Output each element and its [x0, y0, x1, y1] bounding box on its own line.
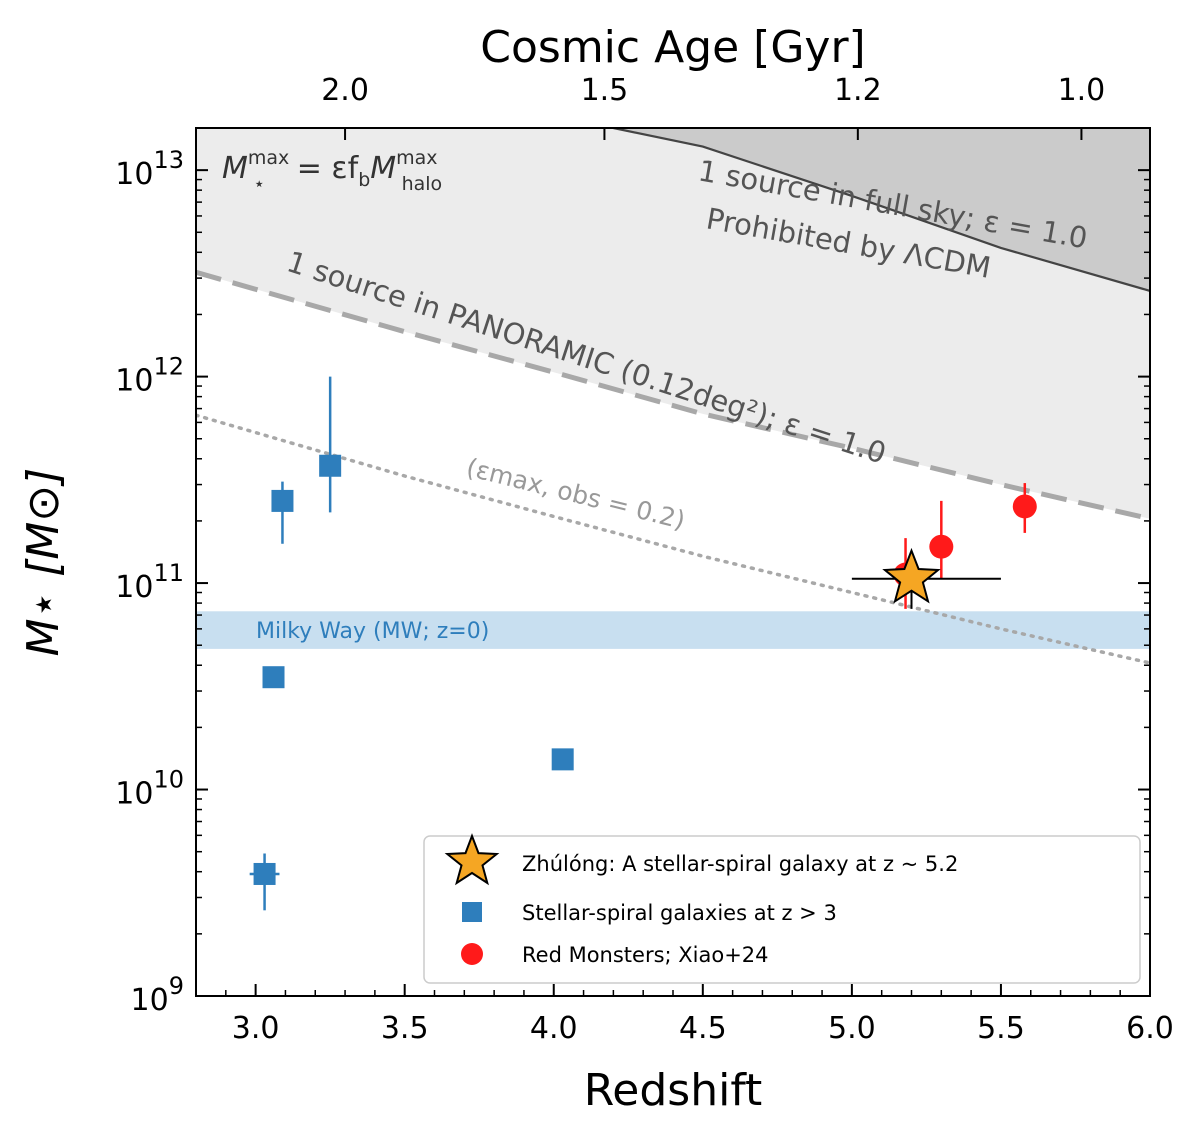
prohibited-region: [196, 128, 1150, 519]
top-tick-label: 2.0: [321, 73, 369, 108]
y-tick-labels: 109 1010 1011 1012 1013: [115, 146, 184, 1018]
spiral-galaxy-point: [271, 489, 294, 512]
legend-square-marker: [462, 902, 482, 922]
milky-way-label: Milky Way (MW; z=0): [256, 619, 489, 644]
legend-spiral-text: Stellar-spiral galaxies at z > 3: [522, 901, 837, 925]
x-tick-labels: 3.0 3.5 4.0 4.5 5.0 5.5 6.0: [232, 1011, 1174, 1046]
x-tick-label: 6.0: [1126, 1011, 1174, 1046]
y-tick-label: 1010: [115, 766, 184, 812]
x-tick-label: 4.5: [679, 1011, 727, 1046]
x-tick-label: 3.5: [381, 1011, 429, 1046]
top-tick-label: 1.5: [581, 73, 629, 108]
x-tick-label: 3.0: [232, 1011, 280, 1046]
spiral-galaxy-point: [319, 454, 342, 477]
legend-zhulong-text: Zhúlóng: A stellar-spiral galaxy at z ~ …: [522, 852, 958, 876]
spiral-galaxy-point: [551, 748, 574, 771]
y-tick-label: 1013: [115, 146, 184, 192]
legend-star-shape: [444, 833, 500, 886]
spiral-galaxy-point: [262, 666, 285, 689]
top-axis-title: Cosmic Age [Gyr]: [480, 22, 865, 73]
red-monster-point: [1012, 494, 1037, 519]
full-sky-curve: [613, 128, 1150, 292]
zhulong-star-point: [882, 547, 941, 604]
top-tick-label: 1.0: [1058, 73, 1106, 108]
full-sky-region: [613, 128, 1150, 291]
legend-red-text: Red Monsters; Xiao+24: [522, 943, 769, 967]
x-axis-title: Redshift: [584, 1065, 763, 1116]
x-tick-label: 5.0: [828, 1011, 876, 1046]
y-axis-title: M⋆ [M⊙]: [18, 468, 69, 657]
top-tick-label: 1.2: [834, 73, 882, 108]
y-tick-label: 1012: [115, 353, 184, 399]
legend-circle-marker: [461, 943, 483, 965]
data-markers: [249, 376, 1037, 911]
axis-ticks: [196, 128, 1151, 997]
legend: Zhúlóng: A stellar-spiral galaxy at z ~ …: [423, 833, 1141, 984]
spiral-galaxy-point: [253, 862, 276, 885]
x-tick-label: 5.5: [977, 1011, 1025, 1046]
y-tick-label: 1011: [115, 559, 184, 605]
formula-annotation: Mmax ⋆ = εfbMmax halo: [222, 147, 442, 195]
eps-obs-curve: [196, 413, 1150, 665]
y-tick-label: 109: [131, 972, 184, 1018]
red-monster-point: [929, 534, 954, 559]
x-tick-label: 4.0: [530, 1011, 578, 1046]
milky-way-band: [196, 611, 1150, 649]
legend-box: [423, 835, 1141, 984]
legend-star-marker: [444, 833, 500, 886]
top-tick-labels: 2.0 1.5 1.2 1.0: [321, 73, 1105, 108]
